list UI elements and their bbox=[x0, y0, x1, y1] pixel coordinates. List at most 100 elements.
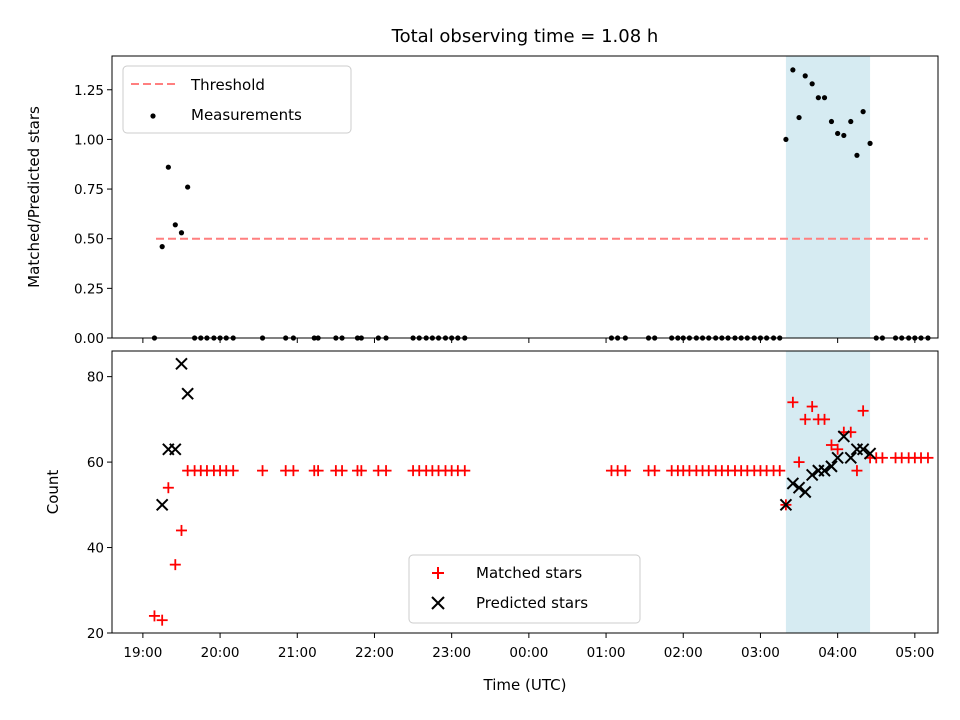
bottom-x-tick-label: 03:00 bbox=[741, 645, 780, 661]
top-measurement-point bbox=[783, 136, 789, 143]
matched-stars-point bbox=[851, 465, 863, 477]
predicted-stars-legend-label: Predicted stars bbox=[476, 594, 588, 612]
bottom-y-tick-label: 20 bbox=[87, 626, 104, 642]
bottom-observing-window bbox=[785, 351, 871, 633]
predicted-stars-point bbox=[837, 430, 851, 443]
top-y-tick-label: 0.75 bbox=[74, 182, 104, 198]
matched-stars-point bbox=[793, 456, 805, 468]
bottom-x-tick-label: 19:00 bbox=[123, 645, 162, 661]
bottom-axes-frame bbox=[111, 350, 939, 634]
top-measurement-point bbox=[802, 73, 808, 79]
bottom-x-tick-label: 00:00 bbox=[509, 645, 548, 661]
top-measurement-point bbox=[165, 164, 171, 170]
bottom-x-tick-label: 02:00 bbox=[664, 645, 703, 661]
top-measurement-point bbox=[815, 95, 821, 101]
bottom-y-tick-label: 40 bbox=[87, 541, 104, 557]
predicted-stars-point bbox=[155, 498, 169, 512]
bottom-x-axis-label: Time (UTC) bbox=[483, 676, 567, 694]
top-measurement-point bbox=[796, 114, 802, 121]
top-measurement-point bbox=[790, 67, 796, 73]
top-legend: Threshold Measurements bbox=[122, 65, 352, 134]
top-legend-frame bbox=[122, 65, 352, 134]
predicted-stars-point bbox=[779, 498, 793, 512]
bottom-x-tick-label: 05:00 bbox=[895, 645, 934, 661]
predicted-stars-point bbox=[786, 477, 800, 490]
matched-stars-point bbox=[312, 465, 324, 477]
top-y-tick-label: 1.00 bbox=[74, 132, 104, 148]
bottom-legend: Matched stars Predicted stars bbox=[408, 554, 641, 624]
predicted-stars-point bbox=[181, 387, 194, 400]
matched-stars-point bbox=[876, 452, 888, 464]
matched-stars-point bbox=[459, 465, 471, 477]
top-chart-title: Total observing time = 1.08 h bbox=[391, 26, 659, 47]
matched-stars-point bbox=[799, 413, 811, 425]
top-measurement-point bbox=[848, 118, 854, 125]
predicted-stars-point bbox=[844, 451, 857, 465]
predicted-stars-point bbox=[863, 447, 877, 460]
matched-stars-point bbox=[649, 465, 661, 477]
top-y-axis-label: Matched/Predicted stars bbox=[25, 106, 43, 288]
top-measurement-point bbox=[821, 95, 828, 101]
matched-stars-point bbox=[832, 443, 844, 455]
top-measurement-point bbox=[172, 222, 178, 228]
measurements-legend-swatch bbox=[150, 113, 156, 119]
predicted-stars-point bbox=[856, 443, 870, 456]
matched-stars-point bbox=[169, 559, 181, 571]
top-measurement-point bbox=[835, 130, 841, 137]
matched-stars-point bbox=[156, 614, 168, 626]
top-measurement-point bbox=[185, 184, 191, 190]
predicted-stars-point bbox=[175, 357, 188, 371]
matched-stars-point bbox=[257, 465, 269, 477]
bottom-panel: 20 40 60 80 19:00 20:00 21:00 22:00 23:00 00:00 01… bbox=[44, 350, 939, 694]
predicted-stars-point bbox=[805, 468, 819, 482]
matched-stars-point bbox=[227, 465, 239, 477]
predicted-stars-point bbox=[825, 460, 838, 473]
top-y-tick-label: 1.25 bbox=[74, 83, 104, 99]
top-panel: Total observing time = 1.08 h 0.000.250.… bbox=[25, 26, 939, 347]
matched-stars-point bbox=[336, 465, 348, 477]
predicted-stars-point bbox=[799, 485, 812, 499]
matched-stars-point bbox=[825, 439, 837, 451]
predicted-stars-point bbox=[169, 443, 182, 456]
bottom-x-tick-label: 04:00 bbox=[818, 645, 857, 661]
bottom-legend-frame bbox=[408, 554, 641, 624]
matched-stars-point bbox=[806, 401, 818, 413]
top-y-tick-label: 0.25 bbox=[74, 281, 104, 297]
matched-stars-point bbox=[162, 482, 174, 494]
bottom-y-tick-label: 60 bbox=[87, 455, 104, 471]
top-observing-window bbox=[785, 56, 871, 338]
matched-stars-legend-swatch bbox=[432, 567, 444, 579]
matched-stars-legend-label: Matched stars bbox=[476, 564, 582, 582]
top-measurement-point bbox=[809, 81, 815, 87]
matched-stars-point bbox=[619, 465, 631, 477]
bottom-plot-area: 20 40 60 80 19:00 20:00 21:00 22:00 23:00 00:00 01… bbox=[87, 350, 939, 661]
top-measurement-point bbox=[159, 244, 165, 250]
matched-stars-point bbox=[287, 465, 299, 477]
bottom-y-axis-label: Count bbox=[44, 470, 62, 515]
top-y-tick-label: 0.00 bbox=[74, 331, 104, 347]
top-measurement-point bbox=[854, 152, 860, 158]
bottom-x-tick-label: 23:00 bbox=[432, 645, 471, 661]
top-measurement-point bbox=[178, 230, 185, 236]
matched-stars-point bbox=[355, 465, 367, 477]
bottom-x-tick-label: 01:00 bbox=[587, 645, 626, 661]
matched-stars-point bbox=[819, 413, 831, 425]
bottom-y-tick-label: 80 bbox=[87, 370, 104, 386]
predicted-stars-point bbox=[792, 481, 806, 494]
top-y-tick-label: 0.50 bbox=[74, 232, 104, 248]
top-plot-area: 0.00 0.25 0.50 0.75 1.00 1.25 bbox=[74, 55, 939, 347]
bottom-x-tick-label: 22:00 bbox=[355, 645, 394, 661]
matched-stars-point bbox=[922, 452, 934, 464]
matched-stars-point bbox=[380, 465, 392, 477]
top-axes-frame bbox=[111, 55, 939, 339]
top-measurement-point bbox=[860, 109, 866, 115]
bottom-x-tick-label: 21:00 bbox=[278, 645, 317, 661]
top-measurement-point bbox=[828, 118, 835, 125]
matched-stars-point bbox=[175, 524, 187, 536]
predicted-stars-point bbox=[831, 451, 844, 465]
matched-stars-point bbox=[857, 405, 869, 417]
matched-stars-point bbox=[774, 465, 786, 477]
bottom-x-tick-label: 20:00 bbox=[201, 645, 240, 661]
matched-stars-point bbox=[148, 610, 160, 622]
